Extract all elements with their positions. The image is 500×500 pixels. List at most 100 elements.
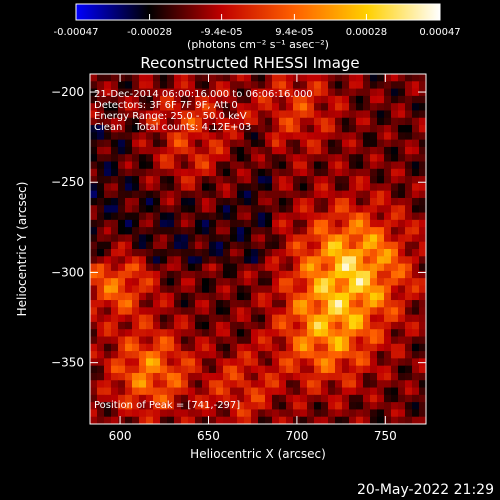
heatmap-cell [188,270,196,279]
heatmap-cell [328,329,336,338]
heatmap-cell [419,197,426,206]
heatmap-cell [125,270,133,279]
heatmap-cell [160,154,168,163]
heatmap-cell [293,161,301,170]
heatmap-cell [125,329,133,338]
heatmap-cell [265,176,273,184]
heatmap-cell [342,81,350,90]
heatmap-cell [202,256,210,265]
heatmap-cell [258,168,266,177]
heatmap-cell [167,88,175,97]
heatmap-cell [125,241,133,250]
heatmap-cell [237,409,245,418]
heatmap-cell [202,270,210,279]
heatmap-cell [216,241,224,250]
heatmap-cell [349,219,357,228]
heatmap-cell [314,241,322,250]
heatmap-cell [237,394,245,403]
heatmap-cell [251,314,259,323]
heatmap-cell [335,394,343,403]
heatmap-cell [90,190,98,199]
heatmap-cell [125,402,133,411]
heatmap-cell [279,227,287,236]
heatmap-cell [104,358,112,367]
heatmap-cell [216,321,224,330]
heatmap-cell [153,81,161,90]
heatmap-cell [328,409,336,418]
heatmap-cell [146,249,154,257]
heatmap-cell [286,146,294,155]
heatmap-cell [370,416,378,424]
heatmap-cell [174,314,182,323]
heatmap-cell [328,234,336,243]
heatmap-cell [293,270,301,279]
heatmap-cell [356,256,364,265]
heatmap-cell [314,270,322,279]
heatmap-cell [412,103,420,112]
colorbar-units: (photons cm⁻² s⁻¹ asec⁻²) [187,38,329,51]
heatmap-cell [132,409,140,418]
heatmap-cell [272,227,280,236]
heatmap-cell [328,117,336,126]
heatmap-cell [272,146,280,155]
heatmap-cell [258,416,266,424]
colorbar-ticks: -0.00047 -0.00028 -9.4e-05 9.4e-05 0.00028 0.… [54,14,461,38]
heatmap-cell [181,146,189,155]
heatmap-cell [363,358,371,367]
heatmap-cell [132,300,140,308]
heatmap-cell [258,227,266,236]
heatmap-cell [328,212,336,221]
heatmap-cell [363,88,371,97]
heatmap-cell [244,256,252,265]
heatmap-cell [153,256,161,265]
heatmap-cell [111,132,119,141]
heatmap-cell [398,146,406,155]
heatmap-cell [237,74,245,82]
heatmap-cell [328,161,336,170]
heatmap-cell [405,125,413,133]
heatmap-cell [300,154,308,163]
heatmap-cell [181,358,189,367]
heatmap-cell [104,197,112,206]
heatmap-cell [244,117,252,126]
heatmap-cell [265,358,273,367]
heatmap-cell [181,394,189,403]
heatmap-cell [146,343,154,352]
heatmap-cell [188,176,196,184]
heatmap-cell [209,394,217,403]
heatmap-cell [391,365,399,374]
heatmap-cell [335,343,343,352]
heatmap-cell [167,197,175,206]
heatmap-cell [125,88,133,97]
heatmap-cell [90,292,98,301]
heatmap-cell [370,190,378,199]
heatmap-cell [342,270,350,279]
heatmap-cell [216,380,224,389]
heatmap-cell [97,307,105,316]
heatmap-cell [384,241,392,250]
heatmap-cell [342,416,350,424]
heatmap-cell [216,154,224,163]
heatmap-cell [216,372,224,381]
heatmap-cell [314,249,322,257]
heatmap-cell [244,402,252,411]
heatmap-cell [244,249,252,257]
heatmap-cell [384,205,392,214]
heatmap-cell [314,292,322,301]
heatmap-cell [363,190,371,199]
heatmap-cell [223,358,231,367]
heatmap-cell [405,139,413,148]
heatmap-cell [300,387,308,396]
heatmap-cell [97,351,105,359]
heatmap-cell [216,161,224,170]
heatmap-cell [244,154,252,163]
heatmap-cell [244,394,252,403]
heatmap-cell [104,146,112,155]
heatmap-cell [258,234,266,243]
heatmap-cell [90,270,98,279]
heatmap-cell [132,197,140,206]
heatmap-cell [237,139,245,148]
heatmap-cell [279,278,287,287]
heatmap-cell [97,329,105,338]
heatmap-cell [300,132,308,141]
